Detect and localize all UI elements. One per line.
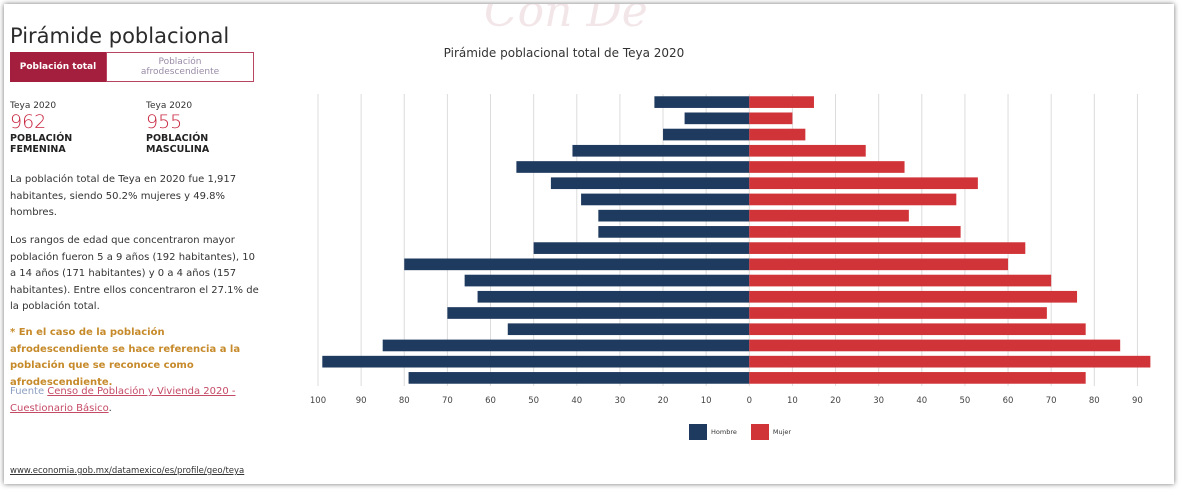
source-end: . [108, 402, 112, 414]
bar-hombre [663, 128, 750, 141]
x-tick-label: 50 [960, 396, 971, 406]
summary-paragraph: La población total de Teya en 2020 fue 1… [10, 174, 237, 218]
page-frame: Con De Pirámide poblacional Población to… [4, 4, 1174, 484]
stat-female: Teya 2020 962 POBLACIÓN FEMENINA [10, 101, 120, 155]
legend-item-mujer[interactable]: Mujer [750, 424, 792, 440]
legend-label-mujer: Mujer [772, 428, 792, 436]
tab-poblacion-afrodescendiente[interactable]: Población afrodescendiente [106, 52, 254, 82]
bar-hombre [533, 242, 750, 254]
stat-male: Teya 2020 955 POBLACIÓN MASCULINA [146, 101, 256, 155]
x-tick-label: 0 [747, 396, 752, 406]
x-tick-label: 60 [1003, 396, 1014, 406]
x-tick-label: 40 [571, 396, 582, 406]
bar-hombre [382, 339, 750, 352]
bar-hombre [408, 372, 750, 384]
legend-item-hombre[interactable]: Hombre [689, 424, 737, 440]
population-pyramid-chart: 100 90 80 70 60 50 40 30 20 10 0 10 20 30 40 50 60 70 80 90 [310, 94, 1151, 406]
bar-hombre [464, 274, 750, 287]
stat-female-caption-1: POBLACIÓN [10, 133, 73, 144]
afro-note: * En el caso de la población afrodescend… [10, 327, 241, 388]
tab-poblacion-afrodescendiente-label: Población afrodescendiente [140, 57, 220, 77]
stat-female-label: Teya 2020 [10, 101, 57, 111]
watermark: Con De [484, 4, 648, 37]
x-tick-label: 40 [916, 396, 927, 406]
bar-mujer [749, 355, 1151, 368]
x-tick-label: 10 [787, 396, 798, 406]
x-tick-label: 60 [485, 396, 496, 406]
bar-hombre [684, 112, 750, 125]
x-tick-label: 100 [310, 396, 326, 406]
bar-hombre [322, 355, 750, 368]
stat-male-value: 955 [146, 111, 183, 133]
legend-swatch-hombre [689, 424, 707, 440]
bar-hombre [550, 177, 750, 190]
bar-mujer [749, 258, 1009, 271]
x-tick-label: 80 [399, 396, 410, 406]
stat-male-caption-2: MASCULINA [146, 144, 210, 155]
bar-mujer [749, 161, 905, 173]
stat-male-label: Teya 2020 [146, 101, 193, 111]
bar-mujer [749, 128, 806, 141]
bar-hombre [581, 193, 750, 206]
source-label: Fuente [10, 386, 45, 397]
bar-hombre [598, 209, 750, 222]
stat-female-value: 962 [10, 111, 47, 133]
bar-mujer [749, 372, 1086, 384]
x-tick-label: 90 [356, 396, 367, 406]
x-tick-label: 90 [1132, 396, 1143, 406]
x-tick-label: 30 [614, 396, 625, 406]
stat-female-caption-2: FEMENINA [10, 144, 66, 155]
age-ranges-paragraph: Los rangos de edad que concentraron mayo… [10, 235, 259, 312]
bar-mujer [749, 144, 866, 157]
x-tick-label: 30 [873, 396, 884, 406]
bar-mujer [749, 242, 1026, 254]
bar-hombre [507, 323, 750, 336]
bar-hombre [572, 144, 750, 157]
chart-legend: Hombre Mujer [689, 424, 805, 440]
legend-label-hombre: Hombre [711, 428, 737, 436]
bar-mujer [749, 290, 1078, 303]
bar-hombre [477, 290, 750, 303]
bar-mujer [749, 193, 957, 206]
bar-mujer [749, 177, 978, 190]
bar-mujer [749, 323, 1086, 336]
bar-mujer [749, 112, 793, 125]
stat-male-caption-1: POBLACIÓN [146, 133, 209, 144]
bar-mujer [749, 209, 909, 222]
x-tick-label: 50 [528, 396, 539, 406]
tab-bar: Población total Población afrodescendien… [10, 52, 254, 82]
bar-mujer [749, 96, 814, 108]
page-title: Pirámide poblacional [10, 24, 230, 48]
x-tick-label: 80 [1089, 396, 1100, 406]
chart-title: Pirámide poblacional total de Teya 2020 [443, 46, 685, 60]
source: Fuente Censo de Población y Vivienda 202… [10, 384, 260, 417]
x-tick-label: 20 [830, 396, 841, 406]
x-tick-label: 70 [442, 396, 453, 406]
bar-mujer [749, 339, 1121, 352]
x-tick-label: 20 [658, 396, 669, 406]
bar-hombre [447, 307, 750, 319]
profile-url[interactable]: www.economia.gob.mx/datamexico/es/profil… [10, 466, 245, 476]
bar-hombre [598, 226, 750, 238]
bar-mujer [749, 307, 1047, 319]
x-tick-label: 10 [701, 396, 712, 406]
bar-hombre [516, 161, 750, 173]
bar-hombre [404, 258, 750, 271]
source-link[interactable]: Censo de Población y Vivienda 2020 - Cue… [10, 386, 236, 414]
bar-hombre [654, 96, 750, 108]
x-tick-label: 70 [1046, 396, 1057, 406]
bar-mujer [749, 274, 1052, 287]
legend-swatch-mujer [750, 424, 769, 440]
tab-poblacion-total[interactable]: Población total [10, 52, 106, 82]
bar-mujer [749, 226, 961, 238]
